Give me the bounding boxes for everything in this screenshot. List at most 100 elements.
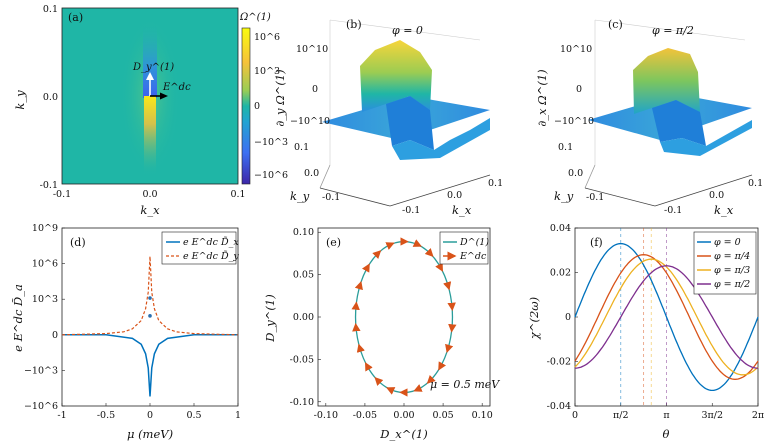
- cb-tick-5: −10^6: [254, 170, 288, 181]
- f-legend: φ = 0 φ = π/4 φ = π/3 φ = π/2: [693, 231, 757, 295]
- e-edc-arrow: [352, 322, 361, 332]
- cb-tick-3: 0: [254, 101, 260, 112]
- e-ylabel: D_y^(1): [263, 294, 277, 342]
- panel-e: (e) -0.10 -0.05 0.00 0.05 0.10 -0.10 -0.05 0.00…: [263, 227, 500, 441]
- b-surface-dip: [386, 96, 434, 150]
- d-xlabel: μ (meV): [127, 427, 173, 441]
- c-surface-ridge: [633, 48, 700, 114]
- b-ztick-mid: 0: [312, 84, 318, 95]
- f-legend-entry-1: φ = π/4: [714, 251, 750, 262]
- e-edc-arrow: [447, 302, 456, 312]
- c-kxtick-3: 0.1: [748, 178, 763, 189]
- f-series-3: [574, 265, 759, 369]
- f-legend-entry-3: φ = π/2: [714, 279, 750, 290]
- e-xtick-label: 0.10: [472, 410, 493, 421]
- panel-c-label: (c): [608, 18, 623, 31]
- d-spike-marker: [148, 314, 152, 318]
- c-ztick-mid: 0: [576, 84, 582, 95]
- d-legend-box: [161, 231, 237, 265]
- f-xtick-label: 3π/2: [701, 410, 723, 421]
- e-edc-arrow: [424, 248, 434, 257]
- a-ytick-mid: 0.0: [43, 92, 58, 103]
- f-xtick-label: 2π: [752, 410, 764, 421]
- cb-tick-4: −10^3: [254, 137, 288, 148]
- d-ytick-label: 10^9: [32, 223, 58, 234]
- f-legend-entry-2: φ = π/3: [714, 265, 750, 276]
- panel-b-annotation: φ = 0: [392, 24, 423, 37]
- c-ztick-top: 10^10: [560, 44, 592, 55]
- panel-a: (a) D_y^(1) E^dc 0.1 0.0 -0.1 -0.1 0.0 0…: [13, 4, 288, 217]
- d-xtick-label: -1: [57, 410, 66, 421]
- e-ytick-label: 0.05: [293, 270, 314, 281]
- f-series-1: [574, 254, 759, 380]
- b-ztick-bottom: −10^10: [290, 116, 330, 127]
- a-xtick-left: -0.1: [53, 189, 71, 200]
- d-ytick-label: −10^6: [24, 401, 58, 412]
- c-wall-top: [594, 19, 746, 41]
- c-kxtick-1: -0.1: [664, 205, 682, 216]
- e-edc-arrow: [374, 377, 384, 386]
- f-xtick-label: π/2: [613, 410, 629, 421]
- e-edc-arrow: [448, 323, 457, 333]
- colorbar-title: Ω^(1): [239, 12, 271, 23]
- d-legend: e E^dc D̃_x e E^dc D̃_y: [161, 231, 239, 265]
- d-ylabel: e E^dc D̃_a: [11, 284, 25, 352]
- panel-e-label: (e): [326, 236, 341, 249]
- e-edc-arrow: [351, 301, 360, 311]
- e-ellipse-d1: [354, 240, 454, 394]
- d-spike-marker: [148, 296, 152, 300]
- e-ytick-label: -0.05: [290, 354, 314, 365]
- f-xtick-label: 0: [572, 410, 578, 421]
- b-ztick-top: 10^10: [296, 44, 328, 55]
- d-xtick-label: 0: [147, 410, 153, 421]
- e-xtick-label: 0.05: [433, 410, 454, 421]
- e-edc-arrow: [356, 343, 365, 353]
- d-xtick-label: 1: [235, 410, 241, 421]
- d-series-y: [61, 256, 239, 336]
- d-legend-entry-x: e E^dc D̃_x: [183, 236, 239, 248]
- e-legend-entry-d: D^(1): [459, 237, 489, 248]
- f-xlabel: θ: [663, 427, 670, 441]
- panel-b-label: (b): [346, 18, 362, 31]
- c-base-right: [654, 174, 753, 207]
- panel-f: (f) 0 π/2 π 3π/2 2π -0.04 -0.02 0 0.02 0.04 φ = 0…: [527, 223, 764, 441]
- b-base-right: [389, 174, 491, 207]
- f-ytick-label: -0.02: [547, 357, 571, 368]
- e-legend-entry-edc: E^dc: [459, 251, 487, 262]
- d-xtick-label: -0.5: [97, 410, 115, 421]
- heatmap-frame: [61, 7, 239, 185]
- e-edc-arrow: [443, 281, 452, 291]
- b-kxtick-2: 0.0: [447, 190, 462, 201]
- b-surface-ridge: [360, 40, 432, 112]
- e-xlabel: D_x^(1): [379, 427, 427, 441]
- b-base-front: [319, 187, 391, 207]
- b-surface-front: [392, 118, 490, 160]
- e-edc-arrow: [372, 250, 382, 260]
- e-edc-arrow: [435, 262, 443, 272]
- e-edc-arrow: [354, 280, 363, 291]
- c-xlabel: k_x: [714, 203, 734, 217]
- c-zlabel: ∂_x Ω^(1): [535, 69, 549, 126]
- c-surface-front: [660, 120, 752, 156]
- d-series-x: [62, 334, 238, 397]
- b-ylabel: k_y: [290, 189, 310, 203]
- e-edc-arrow: [438, 361, 447, 371]
- f-ytick-label: 0.04: [550, 223, 571, 234]
- c-base-front: [584, 187, 656, 207]
- d-xtick-label: 0.5: [186, 410, 201, 421]
- dy-arrow-label: D_y^(1): [132, 62, 174, 73]
- d-legend-entry-y: e E^dc D̃_y: [183, 250, 239, 262]
- e-edc-arrow: [426, 374, 436, 384]
- e-xtick-label: 0.00: [393, 410, 414, 421]
- a-xtick-mid: 0.0: [142, 189, 157, 200]
- c-kytick-2: 0.0: [568, 168, 583, 179]
- e-edc-arrow: [361, 263, 370, 273]
- a-xlabel: k_x: [140, 203, 160, 217]
- e-edc-arrow: [412, 239, 422, 247]
- panel-c-annotation: φ = π/2: [652, 24, 694, 37]
- edc-arrow-label: E^dc: [162, 82, 191, 93]
- d-ytick-label: −10^3: [24, 365, 58, 376]
- e-edc-arrow: [385, 242, 395, 250]
- e-edc-arrow: [365, 362, 373, 372]
